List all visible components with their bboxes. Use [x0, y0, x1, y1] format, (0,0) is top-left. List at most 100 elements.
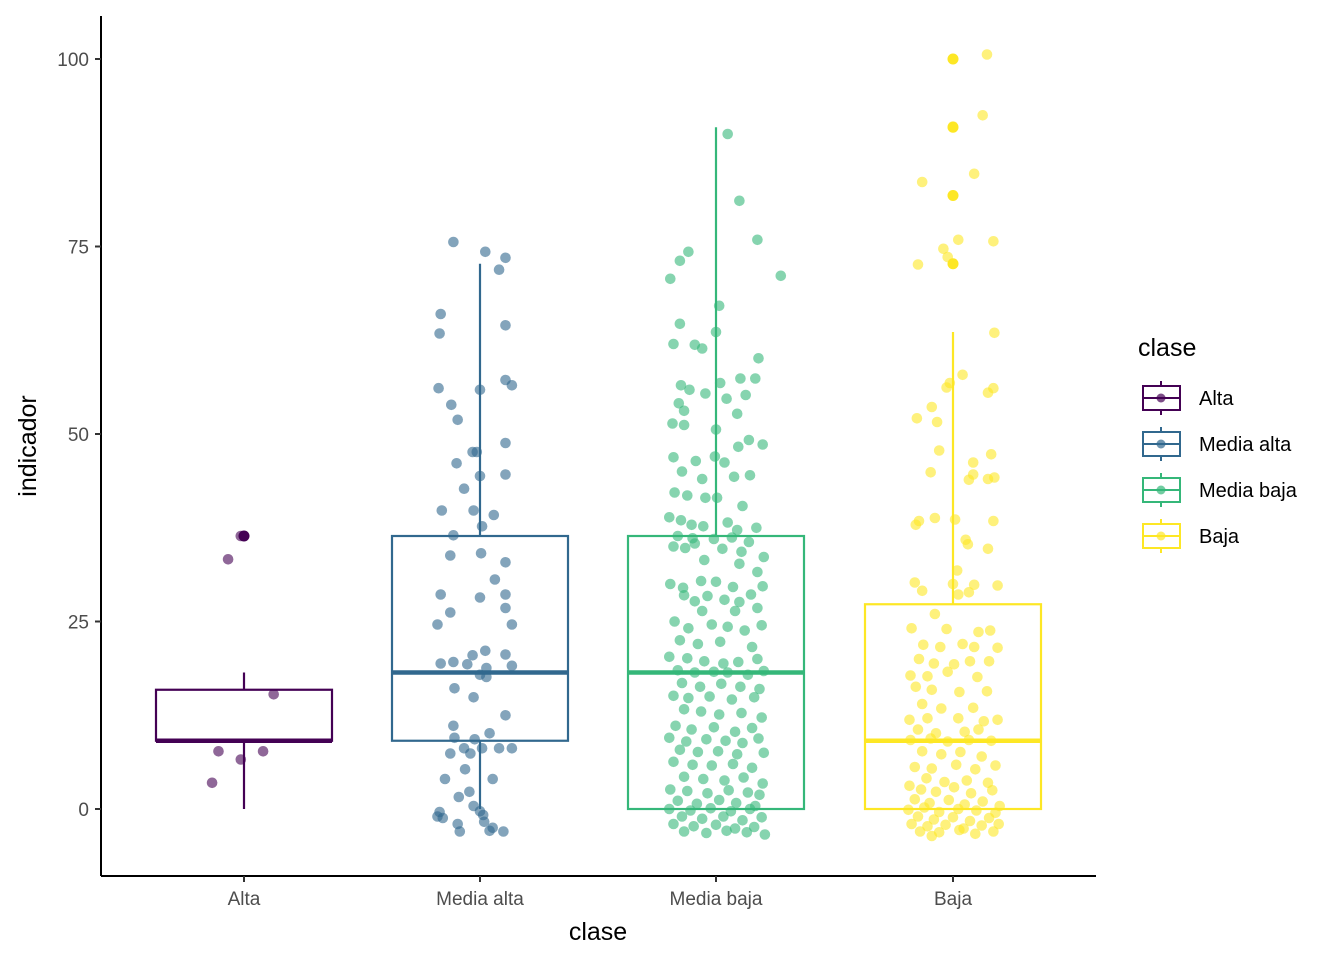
- data-point-media-alta: [476, 521, 488, 532]
- data-point-baja: [983, 812, 995, 824]
- data-point-baja: [936, 703, 947, 714]
- data-point-media-baja: [672, 795, 684, 807]
- data-point-media-alta: [469, 734, 481, 745]
- data-point-baja: [905, 670, 916, 681]
- data-point-baja: [983, 656, 995, 667]
- data-point-baja: [912, 259, 924, 270]
- box-iqr: [863, 603, 1043, 811]
- data-point-baja: [918, 639, 929, 651]
- data-point-media-baja: [685, 805, 696, 816]
- data-point-media-alta: [445, 607, 456, 618]
- data-point-baja: [989, 327, 1000, 339]
- data-point-media-alta: [445, 550, 456, 561]
- data-point-media-alta: [493, 264, 505, 276]
- data-point-media-baja: [753, 733, 764, 744]
- y-tick-label: 50: [68, 425, 89, 446]
- data-point-media-baja: [756, 620, 767, 631]
- data-point-media-alta: [448, 656, 459, 668]
- x-tick-label-media-baja: Media baja: [670, 889, 763, 910]
- data-point-media-alta: [500, 557, 511, 568]
- data-point-baja: [961, 775, 973, 786]
- data-point-baja: [930, 786, 942, 798]
- data-point-media-alta: [439, 773, 451, 785]
- boxplot-media-baja: [626, 127, 806, 811]
- data-point-media-baja: [723, 785, 734, 796]
- data-point-media-alta: [453, 791, 465, 803]
- data-point-media-baja: [722, 517, 733, 528]
- data-point-media-baja: [682, 490, 693, 501]
- data-point-media-baja: [664, 651, 675, 663]
- data-point-media-alta: [465, 748, 476, 759]
- y-tick-label: 0: [78, 800, 89, 821]
- data-point-media-baja: [681, 736, 692, 747]
- data-point-baja: [922, 713, 933, 724]
- data-point-media-alta: [451, 458, 462, 469]
- data-point-alta: [222, 554, 234, 565]
- data-point-media-baja: [713, 709, 725, 720]
- data-point-baja: [982, 543, 994, 555]
- data-point-media-alta: [452, 414, 464, 426]
- data-point-media-baja: [718, 811, 729, 822]
- data-point-media-baja: [737, 500, 748, 512]
- data-point-media-baja: [676, 466, 688, 477]
- data-point-baja: [928, 814, 940, 825]
- data-point-media-alta: [500, 589, 511, 600]
- data-point-media-alta: [484, 728, 495, 739]
- data-point-media-alta: [433, 382, 444, 394]
- data-point-baja: [992, 714, 1003, 726]
- data-point-baja: [951, 565, 963, 576]
- data-point-baja: [964, 815, 976, 827]
- data-point-media-baja: [730, 797, 742, 809]
- data-point-baja: [968, 641, 980, 653]
- data-point-media-baja: [675, 380, 687, 391]
- data-point-baja: [959, 726, 970, 738]
- outlier-point: [947, 190, 959, 201]
- data-point-baja: [989, 472, 1000, 483]
- y-tick-label: 25: [68, 613, 89, 634]
- data-point-media-baja: [735, 373, 746, 384]
- outlier-point: [947, 258, 959, 270]
- data-point-media-baja: [684, 384, 695, 396]
- data-point-baja: [916, 698, 928, 710]
- data-point-media-baja: [669, 616, 680, 627]
- box-iqr: [390, 534, 570, 742]
- data-point-baja: [948, 782, 960, 793]
- data-point-baja: [922, 821, 933, 832]
- data-point-media-baja: [706, 760, 718, 771]
- data-point-media-baja: [665, 578, 676, 590]
- data-point-baja: [928, 658, 940, 669]
- data-point-baja: [953, 713, 964, 724]
- data-point-baja: [910, 681, 922, 693]
- data-point-media-baja: [695, 575, 707, 587]
- x-tick-label-media-alta: Media alta: [436, 889, 524, 910]
- data-point-baja: [978, 716, 990, 727]
- data-point-media-alta: [467, 650, 478, 661]
- data-point-baja: [904, 780, 915, 792]
- data-point-media-baja: [719, 594, 730, 606]
- data-point-media-alta: [489, 574, 501, 585]
- data-point-media-baja: [717, 543, 728, 555]
- data-point-media-alta: [475, 548, 487, 559]
- data-point-baja: [906, 623, 917, 634]
- data-point-media-alta: [449, 683, 460, 694]
- legend-item-media-baja: Media baja: [1142, 473, 1298, 507]
- data-point-baja: [909, 794, 921, 805]
- data-point-baja: [943, 794, 955, 806]
- data-point-baja: [916, 746, 928, 757]
- data-point-media-alta: [478, 816, 490, 828]
- data-point-baja: [992, 580, 1003, 591]
- box-iqr: [154, 688, 334, 742]
- jitter-points-layer: [206, 49, 1005, 842]
- y-ticks: 0 25 50 75 100: [57, 50, 101, 821]
- data-point-baja: [970, 764, 981, 775]
- data-point-media-baja: [756, 812, 767, 823]
- data-point-media-alta: [500, 710, 511, 721]
- data-point-media-baja: [775, 270, 787, 282]
- data-point-media-baja: [743, 536, 755, 548]
- data-point-baja: [931, 416, 943, 428]
- data-point-baja: [922, 671, 933, 682]
- data-point-media-alta: [464, 786, 475, 798]
- data-point-baja: [957, 638, 968, 650]
- data-point-media-baja: [719, 457, 730, 468]
- data-point-media-alta: [487, 773, 499, 785]
